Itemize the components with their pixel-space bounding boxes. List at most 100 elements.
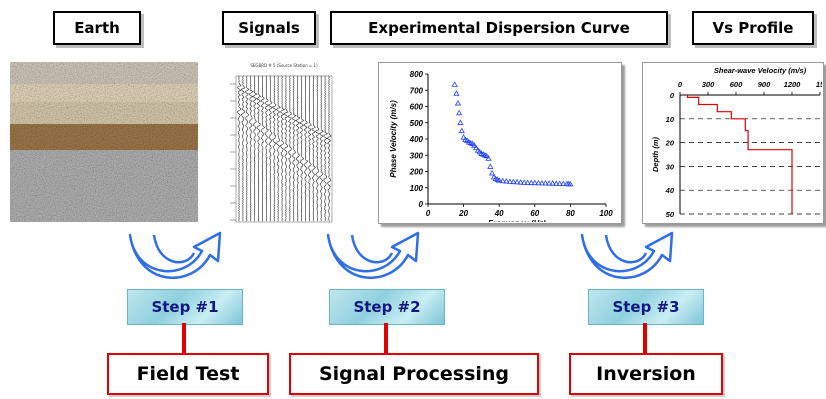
data-point <box>545 180 553 186</box>
x-tick-label: 300 <box>702 80 715 89</box>
x-tick-label: 60 <box>530 209 539 218</box>
y-tick-label: 600 <box>410 103 424 112</box>
data-point <box>456 109 463 116</box>
seismogram-header: SEGBRD # 5 (Source Station = 1) <box>250 63 318 68</box>
data-point <box>517 179 524 185</box>
data-point <box>451 81 458 87</box>
data-point <box>496 177 503 183</box>
seismic-trace <box>256 75 261 222</box>
seismic-trace <box>267 75 273 222</box>
seismic-trace <box>275 75 281 222</box>
data-point <box>506 178 513 184</box>
data-point <box>510 178 517 185</box>
data-point <box>528 179 535 186</box>
earth-title: Earth <box>53 11 141 45</box>
data-point <box>524 179 531 185</box>
vs-profile-line <box>686 95 793 214</box>
y-tick-label: 50 <box>666 210 675 219</box>
seismic-trace <box>315 75 320 222</box>
data-point <box>485 155 492 161</box>
seismic-trace <box>240 75 246 222</box>
x-tick-label: 40 <box>494 209 504 218</box>
vs-profile-title: Vs Profile <box>692 11 814 45</box>
data-point <box>453 90 460 96</box>
seismic-trace <box>307 75 312 222</box>
flow-arrows <box>128 231 674 279</box>
y-tick-label: 700 <box>410 86 424 95</box>
y-tick-label: 400 <box>409 135 424 144</box>
seismic-trace <box>323 75 329 222</box>
data-point <box>513 178 521 185</box>
data-point <box>538 179 546 186</box>
signals-title: Signals <box>222 11 316 45</box>
data-point <box>560 180 567 186</box>
data-point <box>535 179 542 186</box>
seismic-trace <box>295 75 301 222</box>
x-tick-label: 80 <box>566 209 575 218</box>
seismic-trace <box>252 75 258 222</box>
y-tick-label: 0 <box>419 200 424 209</box>
field-test-label: Field Test <box>107 353 269 395</box>
data-point <box>454 100 461 106</box>
x-tick-label: 900 <box>758 80 771 89</box>
vs-profile-chart: Shear-wave Velocity (m/s) 0 300 600 900 1200 1… <box>651 66 822 219</box>
seismic-trace <box>298 75 305 222</box>
vs-chart-title: Shear-wave Velocity (m/s) <box>714 66 807 75</box>
x-tick-label: 20 <box>458 209 468 218</box>
inversion-label: Inversion <box>569 353 723 395</box>
earth-layers-image <box>10 62 198 222</box>
x-tick-label: 1200 <box>784 80 802 89</box>
step-3-badge: Step #3 <box>588 289 704 325</box>
y-tick-label: 500 <box>410 119 424 128</box>
curved-arrow-icon <box>326 231 420 279</box>
vs-profile-chart-panel <box>642 62 824 224</box>
seismogram-frame <box>235 75 333 223</box>
x-tick-label: 0 <box>678 80 683 89</box>
data-point <box>521 179 528 185</box>
curved-arrow-icon <box>128 231 222 279</box>
seismogram-traces: SEGBRD # 5 (Source Station = 1) <box>230 63 333 223</box>
seismic-trace <box>264 75 270 222</box>
data-point <box>503 178 510 184</box>
data-point <box>487 163 494 169</box>
seismic-trace <box>260 75 266 222</box>
step-1-badge: Step #1 <box>127 289 243 325</box>
data-point <box>483 152 490 159</box>
y-tick-label: 100 <box>410 184 424 193</box>
dispersion-title: Experimental Dispersion Curve <box>330 11 668 45</box>
x-tick-label: 600 <box>730 80 743 89</box>
seismic-trace <box>236 75 242 222</box>
y-tick-label: 0 <box>670 91 675 100</box>
x-tick-label: 100 <box>599 209 613 218</box>
dispersion-chart: 0 100 200 300 400 500 600 700 800 0 20 40 60 80 100 Fre… <box>389 70 613 222</box>
seismic-trace <box>284 75 289 222</box>
x-tick-label: 0 <box>426 209 431 218</box>
step-2-badge: Step #2 <box>329 289 445 325</box>
seismic-trace <box>319 75 325 222</box>
y-tick-label: 300 <box>410 151 424 160</box>
seismic-trace <box>326 75 332 222</box>
data-point <box>549 180 556 186</box>
seismic-trace <box>244 75 250 222</box>
y-tick-label: 200 <box>409 168 424 177</box>
x-axis-label: Frequency (Hz) <box>488 219 546 222</box>
y-axis-label: Depth (m) <box>651 137 660 172</box>
data-point <box>531 179 538 186</box>
curved-arrow-icon <box>580 231 674 279</box>
data-point <box>553 180 560 186</box>
seismic-trace <box>302 75 309 222</box>
seismic-trace <box>280 75 286 222</box>
y-tick-label: 10 <box>666 115 675 124</box>
data-point <box>556 180 563 186</box>
data-point <box>488 169 496 176</box>
connector-line <box>384 323 388 353</box>
connector-line <box>182 323 186 353</box>
y-axis-label: Phase Velocity (m/s) <box>389 100 398 178</box>
data-point <box>460 134 467 140</box>
data-point <box>542 179 549 186</box>
dispersion-chart-panel <box>378 62 622 224</box>
y-tick-label: 20 <box>665 139 675 148</box>
y-tick-label: 800 <box>410 70 424 79</box>
data-point <box>457 119 464 125</box>
data-point <box>499 177 506 184</box>
